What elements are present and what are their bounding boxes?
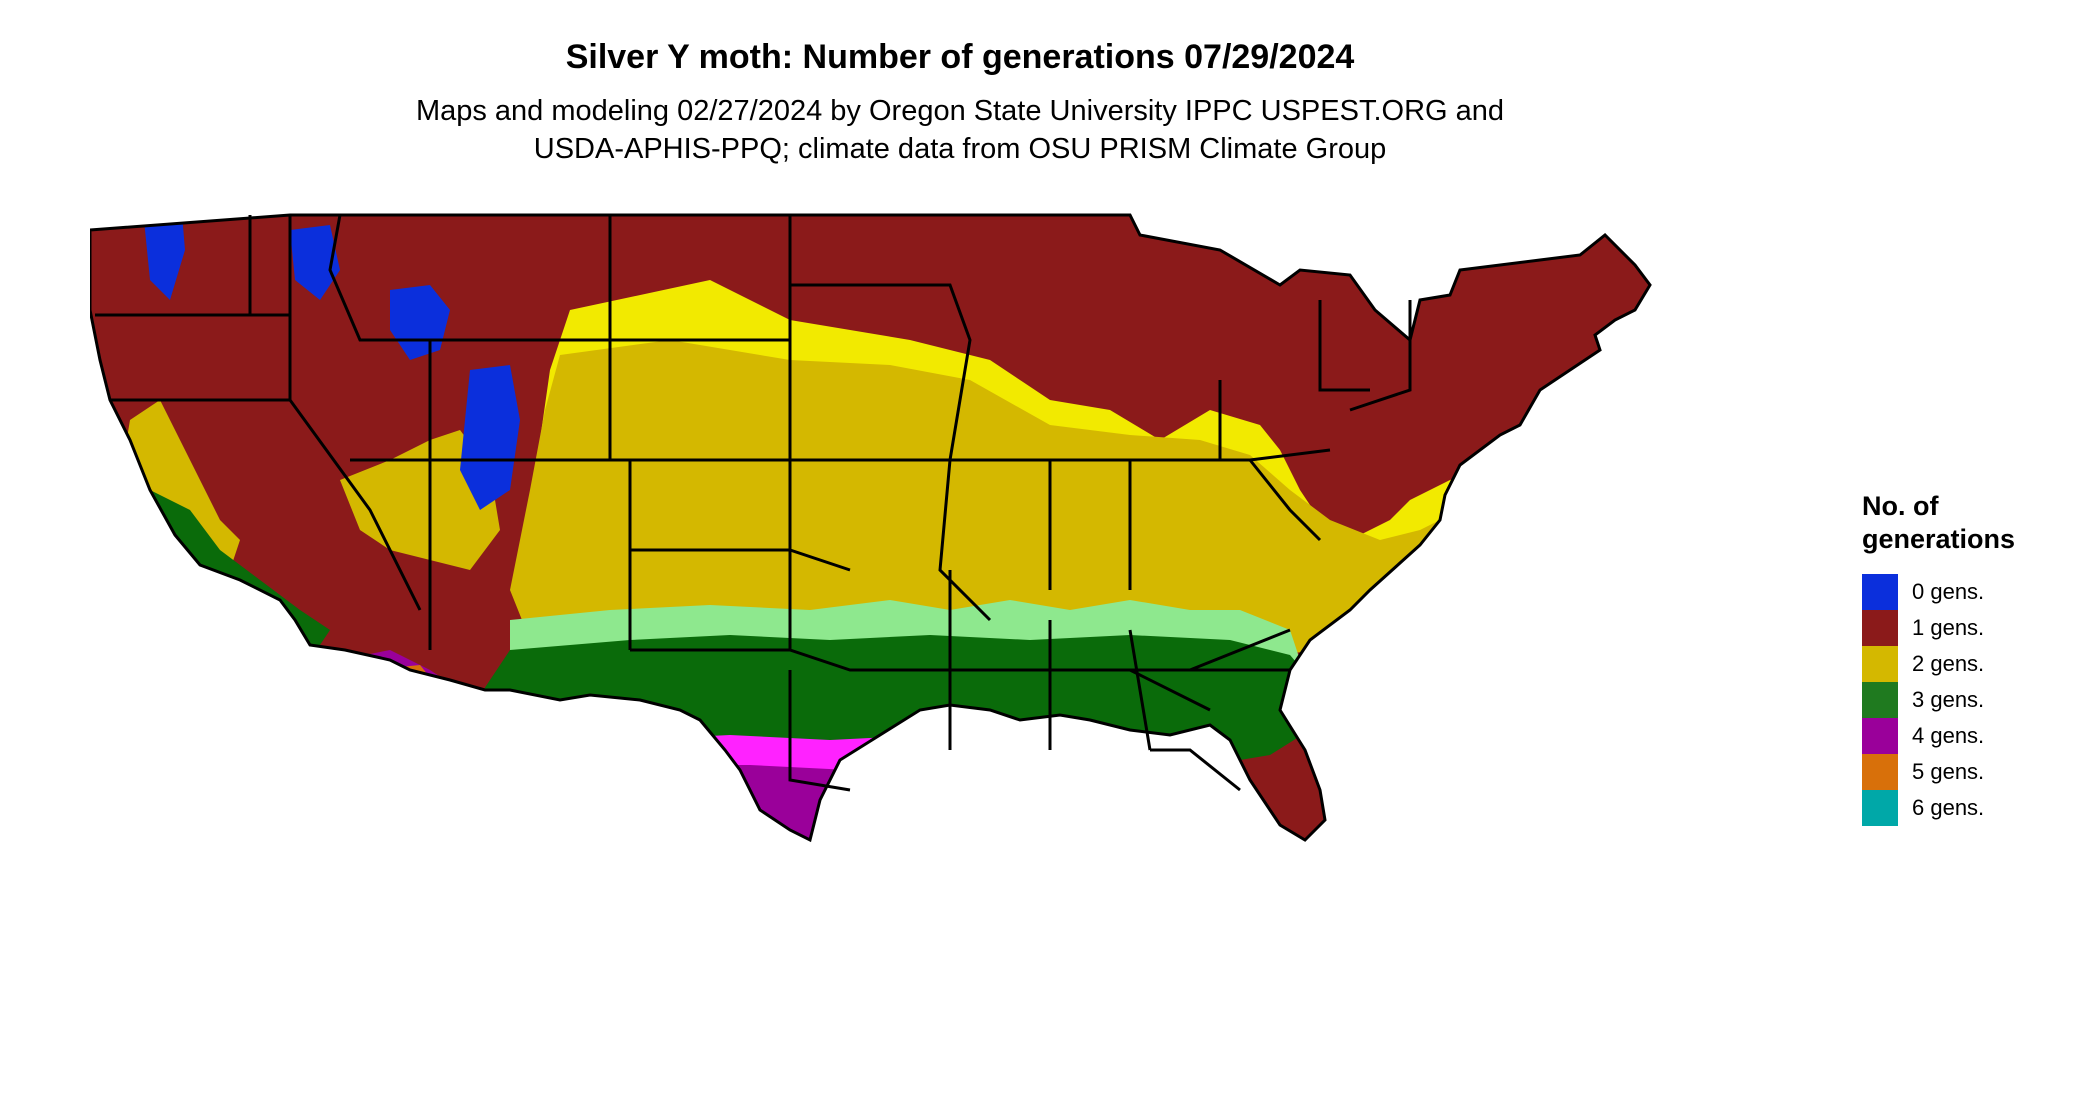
border-great-lakes-states xyxy=(790,283,1132,622)
border-southern-states xyxy=(630,550,1290,792)
legend-title-line-2: generations xyxy=(1862,524,2016,554)
zone-gen0-colorado xyxy=(460,365,520,510)
legend-title-line-1: No. of xyxy=(1862,491,1939,521)
legend-swatch-0 xyxy=(1862,574,1898,610)
us-outline xyxy=(90,213,1652,843)
map-title: Silver Y moth: Number of generations 07/… xyxy=(565,38,1355,76)
legend-swatch-3 xyxy=(1862,682,1898,718)
legend-item-5: 5 gens. xyxy=(1862,754,2092,790)
border-mountain-states xyxy=(350,338,632,650)
zone-gen0-idaho xyxy=(290,225,340,300)
state-borders xyxy=(90,213,1652,843)
legend-item-6: 6 gens. xyxy=(1862,790,2092,826)
us-generations-map xyxy=(90,213,1652,990)
legend-item-0: 0 gens. xyxy=(1862,574,2092,610)
legend-item-3: 3 gens. xyxy=(1862,682,2092,718)
border-plains-states xyxy=(608,215,950,572)
legend-item-1: 1 gens. xyxy=(1862,610,2092,646)
border-idaho-montana xyxy=(248,213,430,342)
legend-label-6: 6 gens. xyxy=(1912,795,1985,820)
legend-label-1: 1 gens. xyxy=(1912,615,1985,640)
legend-label-0: 0 gens. xyxy=(1912,579,1985,604)
legend-swatch-5 xyxy=(1862,754,1898,790)
zone-gen5-florida xyxy=(1230,835,1315,840)
legend-label-3: 3 gens. xyxy=(1912,687,1985,712)
subtitle-line-1: Maps and modeling 02/27/2024 by Oregon S… xyxy=(415,95,1505,127)
zone-gen6-texas xyxy=(780,945,810,975)
legend-item-2: 2 gens. xyxy=(1862,646,2092,682)
zone-gen6-florida xyxy=(1270,925,1320,990)
map-subtitle: Maps and modeling 02/27/2024 by Oregon S… xyxy=(0,92,1920,168)
legend-title: No. of generations xyxy=(1862,490,2092,556)
border-southeast-states xyxy=(1129,628,1291,792)
zone-gen4 xyxy=(530,765,1220,840)
zone-gen2-west xyxy=(125,400,240,570)
legend-swatch-6 xyxy=(1862,790,1898,826)
legend-label-5: 5 gens. xyxy=(1912,759,1985,784)
legend-swatch-2 xyxy=(1862,646,1898,682)
zone-gen2-southwest xyxy=(340,430,500,570)
legend-swatch-1 xyxy=(1862,610,1898,646)
subtitle-line-2: USDA-APHIS-PPQ; climate data from OSU PR… xyxy=(533,133,1387,165)
legend-label-4: 4 gens. xyxy=(1912,723,1985,748)
border-west-coast-states xyxy=(95,215,422,611)
legend-label-2: 2 gens. xyxy=(1912,651,1985,676)
border-northeast-states xyxy=(1130,300,1412,542)
zone-gen5 xyxy=(650,840,830,950)
legend-swatch-4 xyxy=(1862,718,1898,754)
zone-gen2 xyxy=(510,340,1490,660)
zone-gen4-edge xyxy=(520,735,1210,810)
legend-item-4: 4 gens. xyxy=(1862,718,2092,754)
legend: No. of generations 0 gens. 1 gens. 2 gen… xyxy=(1862,490,2092,826)
